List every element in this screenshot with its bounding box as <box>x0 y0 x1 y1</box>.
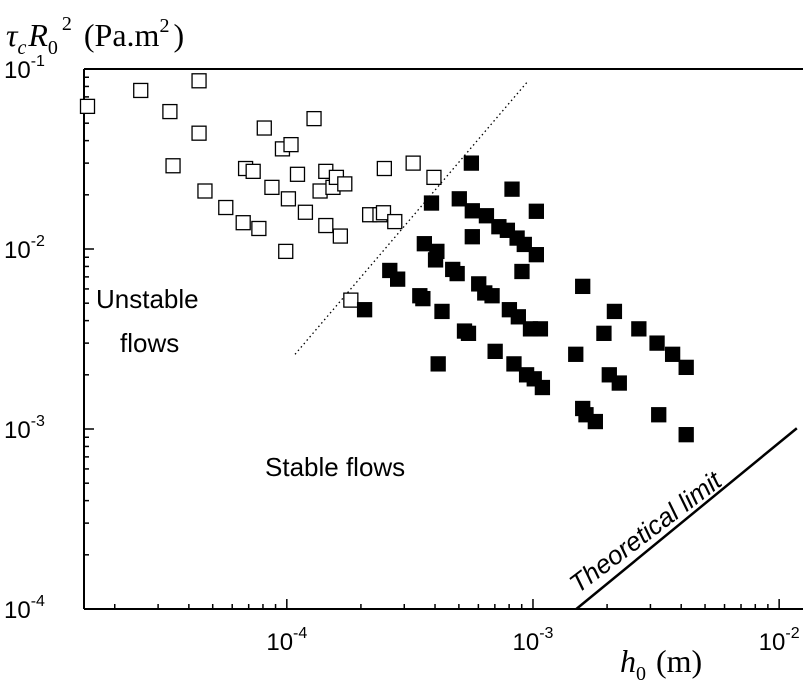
unstable-flow-point <box>264 179 280 196</box>
y-title-unit-close: ) <box>173 17 184 53</box>
annotation-unstable-line2: flows <box>120 328 179 358</box>
unstable-flow-point <box>133 82 149 99</box>
stable-flow-point <box>611 375 627 391</box>
y-title-unit: (Pa.m <box>84 17 160 53</box>
unstable-flow-point <box>289 166 306 182</box>
unstable-flow-point <box>387 213 403 230</box>
y-title-unit-sup: 2 <box>159 15 169 37</box>
unstable-flow-point <box>280 191 297 207</box>
stable-flow-point <box>649 335 665 351</box>
stable-flow-point <box>356 302 373 318</box>
stable-flow-point <box>434 303 450 320</box>
annotation-unstable-line1: Unstable <box>96 284 199 314</box>
unstable-flow-point <box>191 125 207 141</box>
unstable-flow-point <box>256 120 272 136</box>
stable-flow-point <box>460 325 477 341</box>
unstable-flow-point <box>218 199 234 216</box>
stable-flow-point <box>484 288 500 304</box>
unstable-flow-point <box>426 169 442 186</box>
stable-flow-point <box>451 191 467 207</box>
stable-flow-point <box>631 321 647 337</box>
stable-flow-point <box>390 271 406 287</box>
stable-flow-point <box>664 346 681 362</box>
stability-boundary-line <box>294 81 528 355</box>
data-points <box>79 73 694 443</box>
unstable-flow-point <box>306 110 322 127</box>
stable-flow-point <box>478 208 495 224</box>
stable-flow-point <box>430 356 446 372</box>
y-title-tau: τ <box>6 17 19 53</box>
stable-flow-point <box>606 303 623 320</box>
annotation-stable: Stable flows <box>265 452 405 482</box>
stable-flow-point <box>487 343 503 360</box>
stable-flow-point <box>678 359 694 376</box>
stable-flow-point <box>429 243 445 260</box>
stable-flow-point <box>504 181 520 197</box>
annotation-theoretical-limit: Theoretical limit <box>564 464 729 599</box>
unstable-flow-point <box>162 103 178 120</box>
unstable-flow-point <box>197 183 213 199</box>
y-title-tau-sub: c <box>17 37 26 59</box>
y-tick-label: 10-1 <box>4 53 45 84</box>
unstable-flow-point <box>405 155 421 171</box>
stable-flow-point <box>587 413 603 430</box>
theoretical-limit-line <box>575 427 798 610</box>
stable-flow-point <box>463 155 480 171</box>
y-tick-label: 10-4 <box>4 593 45 624</box>
y-axis-title: τcR02 (Pa.m2) <box>6 13 184 59</box>
axis-ticks <box>84 68 780 610</box>
unstable-flow-point <box>375 205 392 221</box>
stable-flow-point <box>568 346 584 362</box>
unstable-flow-point <box>332 228 349 244</box>
stable-flow-point <box>528 203 544 219</box>
stable-flow-point <box>464 229 480 245</box>
stable-flow-point <box>516 236 532 253</box>
x-title-unit: (m) <box>656 643 702 679</box>
unstable-flow-point <box>79 98 96 115</box>
x-tick-label: 10-3 <box>513 625 554 656</box>
unstable-flow-point <box>376 160 392 177</box>
x-tick-label: 10-2 <box>759 625 800 656</box>
stable-flow-point <box>416 236 433 252</box>
stable-flow-point <box>678 427 694 443</box>
unstable-flow-point <box>251 220 267 237</box>
stable-flow-point <box>596 325 612 341</box>
y-tick-label: 10-3 <box>4 413 45 444</box>
unstable-flow-point <box>337 176 353 192</box>
unstable-flow-point <box>245 163 261 180</box>
unstable-flow-point <box>343 292 359 308</box>
stable-flow-point <box>506 356 522 372</box>
unstable-flow-point <box>297 204 314 220</box>
stable-flow-point <box>534 379 551 396</box>
x-title-symbol: h <box>620 643 636 679</box>
stable-flow-point <box>415 290 431 307</box>
y-title-r-sub: 0 <box>48 37 58 59</box>
stable-flow-point <box>575 278 591 295</box>
unstable-flow-point <box>278 243 294 260</box>
x-title-sub: 0 <box>636 663 646 685</box>
y-title-r: R <box>27 17 48 53</box>
reference-lines <box>294 81 798 610</box>
stable-flow-point <box>651 407 667 423</box>
stable-flow-point <box>464 203 480 219</box>
unstable-flow-point <box>191 73 207 89</box>
stable-flow-point <box>514 263 530 280</box>
y-title-r-sup: 2 <box>62 13 72 35</box>
x-tick-label: 10-4 <box>266 625 307 656</box>
stable-flow-point <box>510 309 526 325</box>
y-tick-label: 10-2 <box>4 233 45 264</box>
stable-flow-point <box>532 321 549 337</box>
stable-flow-point <box>423 195 440 211</box>
tick-labels: 10-4 10-3 10-2 10-4 10-3 10-2 10-1 <box>4 53 800 656</box>
unstable-flow-point <box>318 217 334 234</box>
unstable-flow-point <box>283 136 299 153</box>
x-axis-title: h0 (m) <box>620 643 702 685</box>
unstable-flow-point <box>312 183 328 199</box>
stable-flow-point <box>528 247 544 263</box>
unstable-flow-point <box>165 158 181 174</box>
unstable-flow-point <box>235 215 251 231</box>
stable-flow-point <box>449 265 465 282</box>
